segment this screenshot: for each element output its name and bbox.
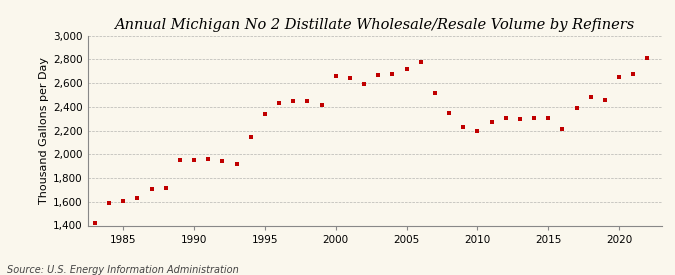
Point [599, 98, 610, 102]
Point [500, 116, 511, 120]
Point [415, 60, 426, 64]
Point [316, 102, 327, 107]
Point [614, 75, 624, 79]
Point [132, 196, 142, 200]
Point [628, 72, 639, 76]
Point [174, 158, 185, 163]
Point [642, 56, 653, 60]
Point [543, 116, 554, 120]
Point [387, 72, 398, 76]
Point [472, 128, 483, 133]
Point [529, 116, 539, 120]
Point [117, 198, 128, 203]
Point [160, 185, 171, 190]
Title: Annual Michigan No 2 Distillate Wholesale/Resale Volume by Refiners: Annual Michigan No 2 Distillate Wholesal… [115, 18, 634, 32]
Point [103, 201, 114, 205]
Point [486, 120, 497, 125]
Point [330, 74, 341, 78]
Point [231, 162, 242, 166]
Point [202, 157, 213, 161]
Point [89, 221, 100, 225]
Point [344, 76, 355, 81]
Point [358, 82, 369, 87]
Point [571, 106, 582, 110]
Point [273, 101, 284, 106]
Point [302, 99, 313, 103]
Point [217, 159, 227, 164]
Point [401, 67, 412, 71]
Point [373, 73, 383, 77]
Point [288, 99, 298, 103]
Point [429, 90, 440, 95]
Point [557, 127, 568, 132]
Point [514, 117, 525, 121]
Y-axis label: Thousand Gallons per Day: Thousand Gallons per Day [39, 57, 49, 204]
Point [458, 125, 468, 129]
Point [259, 112, 270, 116]
Point [443, 111, 454, 115]
Point [188, 158, 199, 163]
Point [585, 95, 596, 100]
Point [146, 186, 157, 191]
Text: Source: U.S. Energy Information Administration: Source: U.S. Energy Information Administ… [7, 265, 238, 275]
Point [245, 134, 256, 139]
